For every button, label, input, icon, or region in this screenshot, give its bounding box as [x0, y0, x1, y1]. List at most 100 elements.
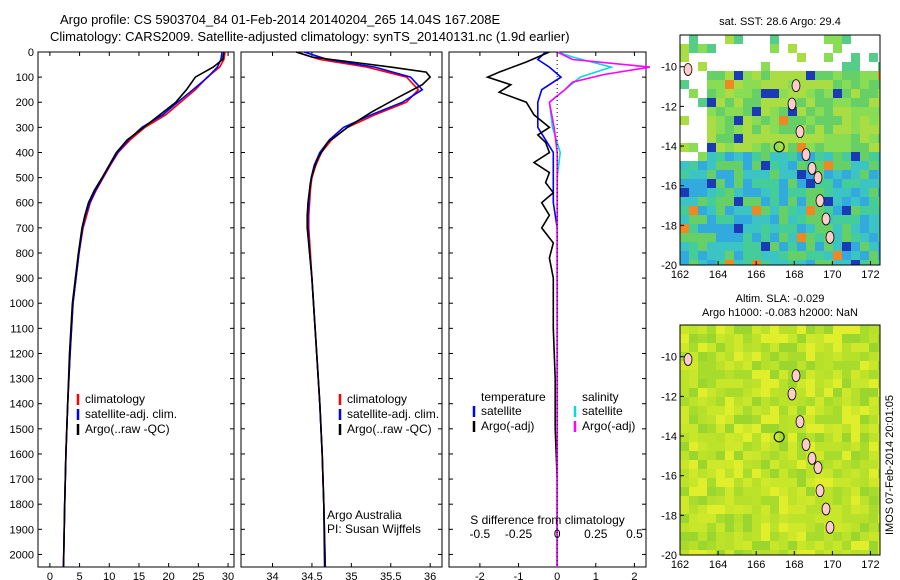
sst-map-ytick-label: -16: [661, 181, 677, 193]
sst-map-cell: [734, 89, 743, 98]
sst-map-cell: [689, 35, 698, 44]
sst-map-cell: [860, 188, 869, 197]
sst-map-cell: [779, 251, 788, 260]
sla-map-cell: [716, 451, 725, 460]
sst-map-cell: [842, 44, 851, 53]
sst-map-cell: [824, 206, 833, 215]
sla-map-cell: [689, 388, 698, 397]
sal-xtick-label: 35: [345, 571, 357, 580]
sla-map-cell: [869, 334, 878, 343]
sla-map-cell: [761, 523, 770, 532]
sla-map-cell: [788, 397, 797, 406]
sla-map-cell: [680, 388, 689, 397]
sst-map-cell: [851, 251, 860, 260]
sla-map-cell: [815, 550, 824, 555]
sla-map-cell: [707, 334, 716, 343]
sst-map-cell: [716, 116, 725, 125]
sla-map-cell: [734, 505, 743, 514]
sst-map-xtick-label: 170: [823, 269, 841, 281]
sst-map-cell: [824, 179, 833, 188]
sla-map-cell: [698, 532, 707, 541]
sst-map-cell: [851, 116, 860, 125]
sst-map-cell: [698, 224, 707, 233]
sst-map-cell: [698, 44, 707, 53]
sla-map-cell: [725, 550, 734, 555]
sst-map-cell: [698, 179, 707, 188]
sst-map-cell: [878, 215, 880, 224]
sla-map-cell: [842, 388, 851, 397]
sst-map-cell: [689, 98, 698, 107]
sla-map-cell: [743, 514, 752, 523]
sla-map-cell: [797, 496, 806, 505]
sst-map-cell: [689, 170, 698, 179]
sst-map-cell: [752, 116, 761, 125]
sst-map-cell: [689, 44, 698, 53]
sla-map-cell: [743, 415, 752, 424]
sla-map-cell: [860, 415, 869, 424]
sla-map-cell: [779, 532, 788, 541]
sst-map-cell: [788, 224, 797, 233]
sla-map-cell: [878, 325, 880, 334]
sla-map-cell: [851, 406, 860, 415]
sla-map-cell: [869, 451, 878, 460]
sst-map-cell: [689, 152, 698, 161]
island-shape: [801, 148, 811, 162]
sst-map-cell: [878, 206, 880, 215]
sst-map-cell: [752, 44, 761, 53]
sla-map-cell: [833, 352, 842, 361]
sst-map-cell: [806, 116, 815, 125]
sst-map-cell: [680, 242, 689, 251]
sst-map-cell: [797, 206, 806, 215]
sst-map-cell: [779, 143, 788, 152]
sst-map-cell: [707, 197, 716, 206]
sst-map-cell: [725, 233, 734, 242]
sla-map-cell: [734, 352, 743, 361]
sst-map-cell: [716, 98, 725, 107]
sst-map-cell: [779, 116, 788, 125]
sst-map-cell: [680, 80, 689, 89]
series-temperature-argo-adj-: [485, 51, 559, 567]
sla-map-cell: [851, 496, 860, 505]
sla-map-cell: [698, 442, 707, 451]
sla-map-cell: [788, 514, 797, 523]
sla-map-cell: [680, 487, 689, 496]
sst-map-cell: [698, 260, 707, 265]
sst-map-cell: [725, 170, 734, 179]
sst-map-cell: [788, 53, 797, 62]
sla-map-cell: [716, 523, 725, 532]
sla-map-cell: [743, 469, 752, 478]
sst-map-cell: [752, 170, 761, 179]
depth-tick-label: 400: [16, 147, 34, 159]
sla-map-cell: [734, 451, 743, 460]
sla-map-cell: [788, 424, 797, 433]
sla-map-cell: [842, 541, 851, 550]
sla-map-cell: [680, 442, 689, 451]
sla-map-cell: [680, 469, 689, 478]
sla-map-cell: [689, 424, 698, 433]
sst-map-cell: [788, 44, 797, 53]
sal-legend-label: climatology: [347, 392, 407, 406]
sst-map-cell: [707, 170, 716, 179]
sla-map-cell: [797, 442, 806, 451]
sla-map-cell: [716, 514, 725, 523]
sla-map-cell: [779, 496, 788, 505]
sst-map-cell: [761, 242, 770, 251]
sst-map-cell: [761, 224, 770, 233]
sla-map-cell: [752, 361, 761, 370]
sla-map-ytick-label: -10: [661, 352, 677, 364]
sst-map-cell: [689, 197, 698, 206]
sst-map-cell: [860, 44, 869, 53]
sst-map-cell: [815, 161, 824, 170]
sal-legend-label: satellite-adj. clim.: [347, 407, 439, 421]
sst-map-cell: [842, 125, 851, 134]
sst-map-cell: [851, 206, 860, 215]
sst-map-cell: [797, 35, 806, 44]
sst-map-cell: [833, 80, 842, 89]
sla-map-cell: [815, 379, 824, 388]
sst-map-cell: [689, 224, 698, 233]
sst-map-cell: [851, 62, 860, 71]
sst-map-cell: [851, 170, 860, 179]
sst-map-cell: [761, 188, 770, 197]
sla-map-cell: [752, 451, 761, 460]
sla-map-cell: [770, 388, 779, 397]
